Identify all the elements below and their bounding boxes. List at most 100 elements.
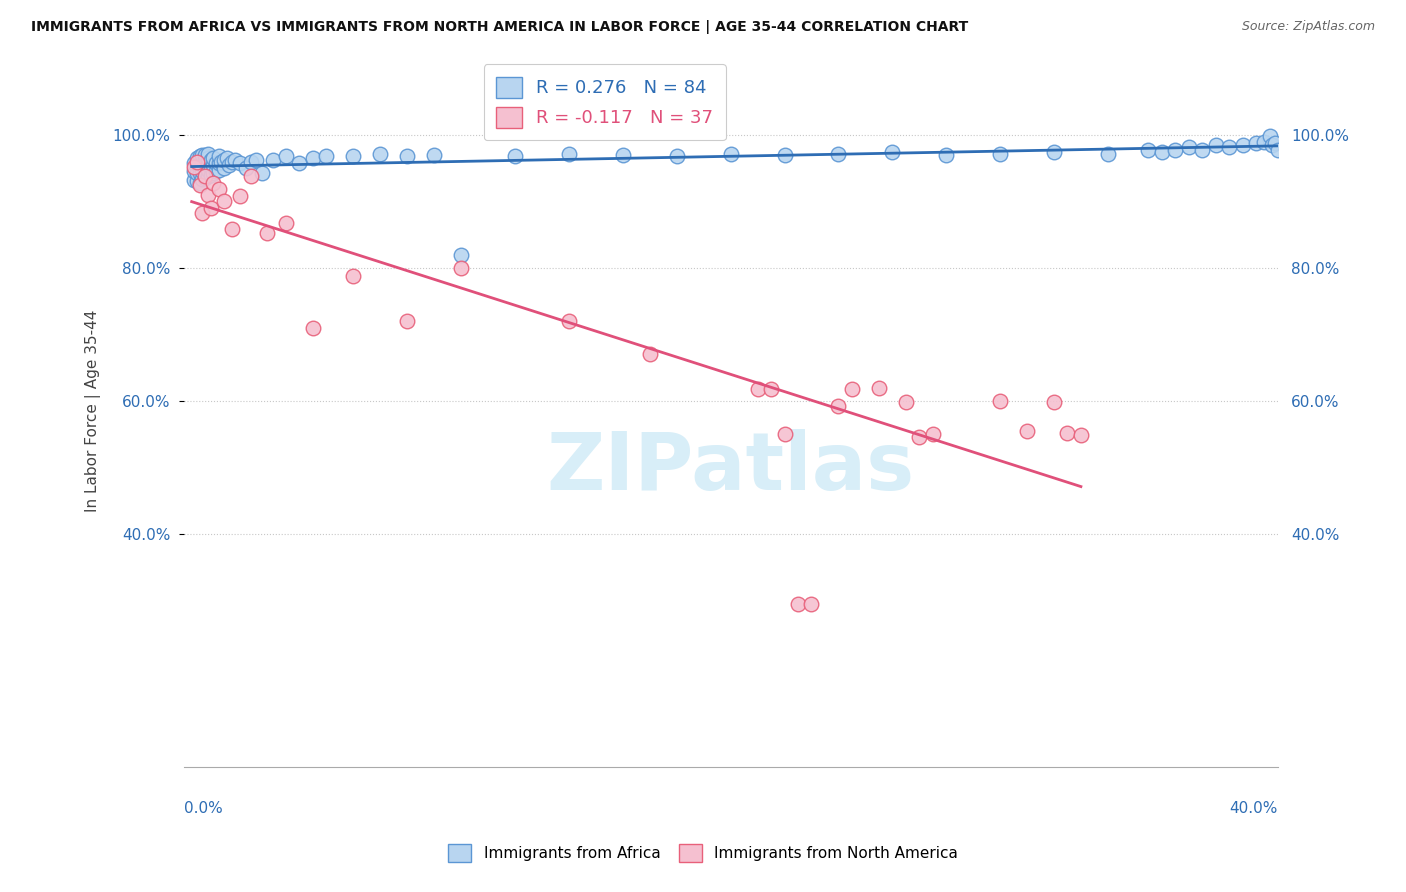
Point [197, 169, 219, 183]
Point [612, 148, 634, 162]
Point [1232, 137, 1254, 152]
Point [245, 153, 267, 167]
Point [188, 149, 211, 163]
Point [288, 156, 311, 170]
Point [229, 189, 252, 203]
Point [197, 156, 219, 170]
Point [194, 171, 217, 186]
Point [221, 222, 243, 236]
Text: ZIPatlas: ZIPatlas [547, 429, 915, 507]
Point [1164, 143, 1187, 157]
Point [450, 247, 472, 261]
Legend: Immigrants from Africa, Immigrants from North America: Immigrants from Africa, Immigrants from … [443, 838, 963, 868]
Point [747, 382, 769, 396]
Point [191, 164, 214, 178]
Point [1177, 140, 1199, 154]
Point [188, 178, 211, 192]
Point [197, 151, 219, 165]
Point [183, 173, 205, 187]
Y-axis label: In Labor Force | Age 35-44: In Labor Force | Age 35-44 [86, 310, 101, 512]
Point [197, 162, 219, 177]
Point [882, 145, 904, 159]
Point [191, 156, 214, 170]
Point [800, 597, 823, 611]
Point [229, 156, 252, 170]
Point [827, 399, 849, 413]
Text: IMMIGRANTS FROM AFRICA VS IMMIGRANTS FROM NORTH AMERICA IN LABOR FORCE | AGE 35-: IMMIGRANTS FROM AFRICA VS IMMIGRANTS FRO… [31, 20, 969, 34]
Point [209, 154, 232, 169]
Point [1253, 135, 1275, 149]
Point [720, 146, 742, 161]
Point [205, 164, 228, 178]
Point [1150, 145, 1173, 159]
Point [841, 382, 863, 396]
Point [256, 227, 278, 241]
Text: 0.0%: 0.0% [184, 801, 222, 816]
Point [368, 146, 391, 161]
Point [212, 161, 235, 176]
Point [224, 153, 246, 167]
Point [450, 260, 472, 275]
Point [183, 164, 205, 178]
Point [1261, 137, 1284, 152]
Point [773, 148, 796, 162]
Point [665, 149, 688, 163]
Point [200, 168, 222, 182]
Point [342, 268, 364, 283]
Point [558, 314, 581, 328]
Point [1244, 136, 1267, 150]
Point [208, 162, 231, 177]
Point [188, 158, 211, 172]
Point [1070, 428, 1092, 442]
Point [202, 151, 225, 165]
Point [1015, 424, 1038, 438]
Point [1043, 395, 1066, 409]
Point [1264, 136, 1286, 150]
Point [186, 154, 208, 169]
Point [191, 148, 214, 162]
Point [1267, 143, 1289, 157]
Point [205, 156, 228, 170]
Point [342, 149, 364, 163]
Point [759, 382, 782, 396]
Point [200, 201, 222, 215]
Point [1191, 143, 1213, 157]
Point [302, 151, 325, 165]
Point [235, 161, 257, 176]
Point [212, 153, 235, 167]
Point [894, 395, 917, 409]
Point [908, 430, 931, 444]
Point [988, 393, 1011, 408]
Point [935, 148, 957, 162]
Point [638, 347, 661, 361]
Point [194, 153, 217, 167]
Text: Source: ZipAtlas.com: Source: ZipAtlas.com [1241, 20, 1375, 33]
Legend: R = 0.276   N = 84, R = -0.117   N = 37: R = 0.276 N = 84, R = -0.117 N = 37 [484, 64, 725, 140]
Point [262, 153, 284, 167]
Point [1043, 145, 1066, 159]
Point [202, 176, 225, 190]
Point [1218, 140, 1240, 154]
Point [1205, 137, 1227, 152]
Point [194, 164, 217, 178]
Point [1097, 146, 1119, 161]
Point [188, 166, 211, 180]
Point [396, 149, 419, 163]
Point [186, 166, 208, 180]
Point [315, 149, 337, 163]
Point [202, 166, 225, 180]
Point [218, 158, 240, 172]
Point [186, 157, 208, 171]
Point [302, 320, 325, 334]
Point [240, 169, 263, 183]
Point [250, 166, 273, 180]
Point [868, 381, 890, 395]
Point [202, 158, 225, 172]
Point [274, 216, 297, 230]
Point [191, 172, 214, 186]
Point [208, 156, 231, 170]
Point [423, 148, 446, 162]
Text: 40.0%: 40.0% [1229, 801, 1278, 816]
Point [186, 174, 208, 188]
Point [274, 149, 297, 163]
